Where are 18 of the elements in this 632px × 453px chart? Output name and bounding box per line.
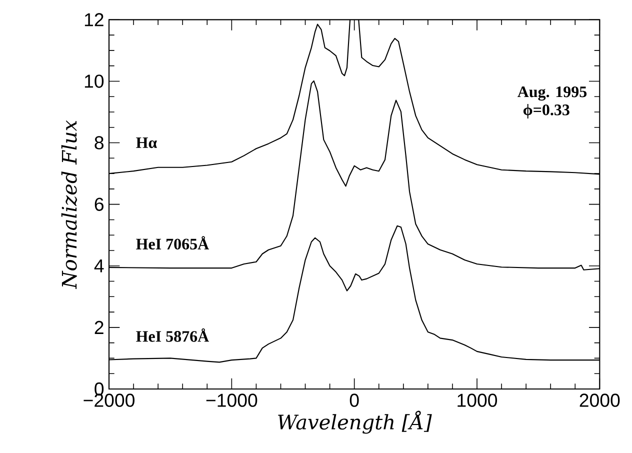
y-tick-label: 10: [84, 74, 104, 88]
annotation: Aug. 1995: [517, 86, 587, 101]
y-tick-label: 6: [94, 198, 104, 211]
y-tick-label: 12: [84, 13, 104, 26]
x-tick-label: 2000: [580, 394, 620, 407]
legend-label: Hα: [136, 137, 158, 148]
legend-label: HeI 7065Å: [136, 236, 210, 250]
y-tick-label: 2: [94, 320, 104, 334]
y-axis-title: Normalized Flux: [61, 120, 78, 290]
y-tick-label: 8: [94, 136, 104, 150]
y-tick-label: 4: [94, 259, 104, 272]
annotation: ϕ=0.33: [523, 104, 570, 119]
x-tick-label: 0: [350, 394, 359, 407]
x-tick-label: −1000: [206, 394, 258, 407]
x-tick-label: −2000: [84, 394, 134, 407]
x-tick-label: 1000: [458, 394, 498, 407]
x-axis-title: Wavelength [Å]: [278, 410, 432, 434]
legend-label: HeI 5876Å: [136, 328, 210, 342]
